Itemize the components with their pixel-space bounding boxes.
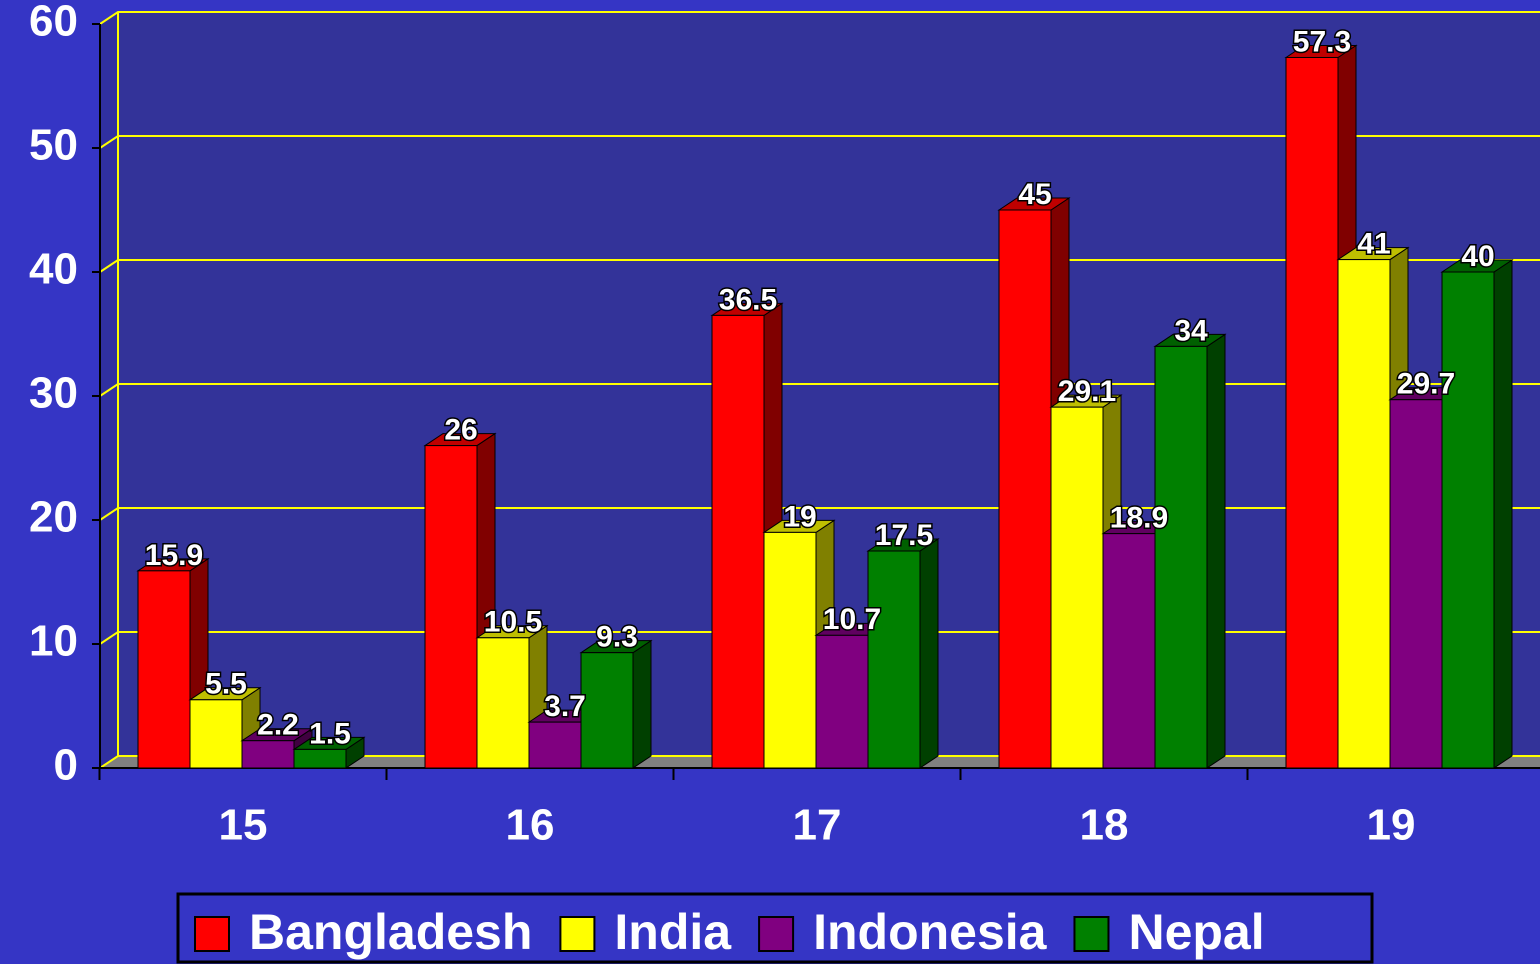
y-tick-label: 60 [29, 0, 78, 46]
y-tick-label: 10 [29, 617, 78, 666]
bar [423, 432, 497, 769]
legend-label: Bangladesh [249, 904, 532, 960]
x-tick-label: 16 [506, 801, 555, 850]
bar [1440, 259, 1514, 769]
bar-front [189, 699, 243, 769]
bar-front [1337, 259, 1391, 769]
y-tick-label: 40 [29, 245, 78, 294]
legend-label: Indonesia [813, 904, 1048, 960]
bar-side [632, 639, 652, 769]
bar-front [1050, 406, 1104, 769]
legend-swatch [559, 916, 596, 952]
value-label: 26 [444, 414, 477, 447]
grid-line [99, 383, 1540, 397]
bar-front [293, 748, 347, 769]
value-label: 29.7 [1397, 368, 1455, 401]
bar [1153, 333, 1227, 769]
grid-line [99, 259, 1540, 273]
grid-line [99, 135, 1540, 149]
value-label: 17.5 [875, 519, 933, 552]
x-tick-label: 17 [793, 801, 842, 850]
legend-label: Nepal [1128, 904, 1264, 960]
value-label: 19 [783, 500, 816, 533]
bar-side [1493, 259, 1513, 769]
bar-front [867, 550, 921, 769]
x-tick-label: 18 [1080, 801, 1129, 850]
value-label: 36.5 [719, 283, 777, 316]
bar-front [763, 531, 817, 769]
bar-front [998, 209, 1052, 769]
y-tick-label: 0 [54, 741, 78, 790]
bar-front [476, 637, 530, 769]
value-label: 45 [1018, 178, 1051, 211]
y-tick-label: 30 [29, 369, 78, 418]
bar-front [241, 740, 295, 769]
bar-front [1389, 399, 1443, 769]
value-label: 2.2 [257, 709, 299, 742]
y-tick-label: 50 [29, 121, 78, 170]
value-label: 57.3 [1293, 25, 1351, 58]
value-label: 15.9 [145, 539, 203, 572]
value-label: 5.5 [205, 668, 247, 701]
value-label: 10.5 [484, 606, 542, 639]
bar-front [424, 445, 478, 769]
bar [188, 686, 262, 769]
value-label: 10.7 [823, 603, 881, 636]
bar [579, 639, 653, 769]
y-tick-label: 20 [29, 493, 78, 542]
value-label: 3.7 [544, 690, 586, 723]
x-tick-label: 19 [1367, 801, 1416, 850]
bar-side [1206, 333, 1226, 769]
x-tick-label: 15 [219, 801, 268, 850]
bar-front [1154, 345, 1208, 769]
legend-label: India [614, 904, 732, 960]
bar [292, 736, 366, 769]
bar-front [580, 652, 634, 769]
bar [866, 538, 940, 769]
bar-front [1285, 56, 1339, 769]
value-label: 1.5 [309, 717, 351, 750]
legend-swatch [758, 916, 795, 952]
bar-side [919, 538, 939, 769]
bar-front [528, 721, 582, 769]
bar-front [1102, 533, 1156, 769]
grid-line [99, 11, 1540, 25]
value-label: 18.9 [1110, 502, 1168, 535]
legend-swatch [194, 916, 230, 952]
bar-front [711, 314, 765, 769]
value-label: 41 [1357, 228, 1390, 261]
bar-front [815, 634, 869, 769]
legend-swatch [1073, 916, 1110, 952]
bar-front [137, 570, 191, 769]
value-label: 34 [1174, 314, 1208, 347]
value-label: 29.1 [1058, 375, 1116, 408]
bar-front [1441, 271, 1495, 769]
value-label: 9.3 [596, 621, 638, 654]
value-label: 40 [1461, 240, 1494, 273]
